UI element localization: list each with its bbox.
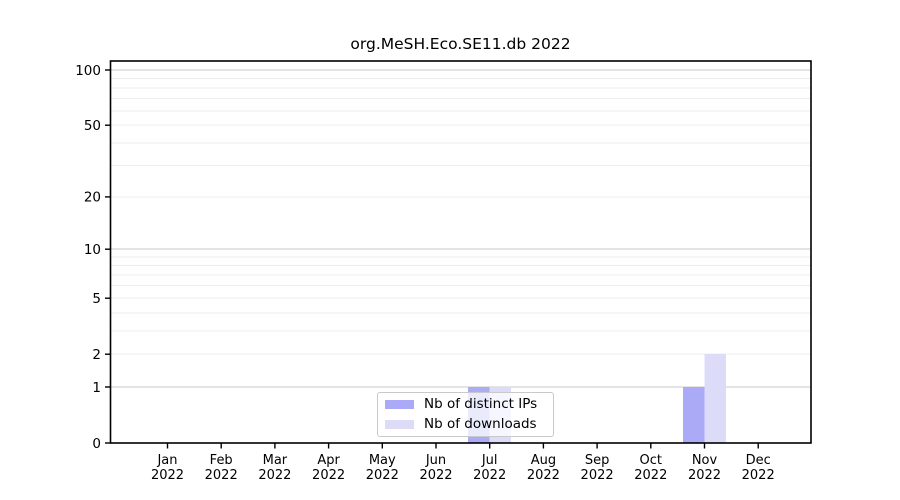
x-tick-label-year: 2022 — [527, 468, 560, 483]
x-tick-label-month: Mar — [263, 453, 288, 468]
x-tick-label-year: 2022 — [581, 468, 614, 483]
x-tick-label-month: Jul — [481, 453, 498, 468]
x-tick-label-month: Jun — [425, 453, 446, 468]
y-tick-label: 1 — [92, 380, 101, 396]
y-tick-label: 0 — [92, 436, 101, 452]
y-tick-label: 100 — [75, 63, 101, 79]
x-tick-label-month: Apr — [317, 453, 340, 468]
x-tick-label-month: Dec — [746, 453, 771, 468]
legend-item: Nb of downloads — [385, 417, 553, 433]
x-tick-label-year: 2022 — [634, 468, 667, 483]
legend-item: Nb of distinct IPs — [385, 397, 553, 413]
x-tick-label-month: Sep — [585, 453, 610, 468]
bar-nb-of-downloads-nov-2022 — [704, 354, 726, 443]
x-tick-label-month: Nov — [692, 453, 718, 468]
y-tick-label: 10 — [84, 242, 101, 258]
legend-label: Nb of distinct IPs — [424, 395, 538, 412]
x-tick-label-year: 2022 — [258, 468, 291, 483]
x-tick-label-year: 2022 — [205, 468, 238, 483]
chart-title: org.MeSH.Eco.SE11.db 2022 — [350, 35, 571, 53]
legend-swatch — [385, 399, 414, 410]
x-tick-label-year: 2022 — [419, 468, 452, 483]
x-tick-label-year: 2022 — [688, 468, 721, 483]
x-tick-label-month: Aug — [531, 453, 556, 468]
x-tick-label-year: 2022 — [151, 468, 184, 483]
x-tick-label-year: 2022 — [473, 468, 506, 483]
legend-label: Nb of downloads — [424, 415, 537, 432]
x-tick-label-year: 2022 — [366, 468, 399, 483]
bar-nb-of-distinct-ips-nov-2022 — [683, 387, 705, 443]
x-tick-label-month: Feb — [210, 453, 233, 468]
legend: Nb of distinct IPs Nb of downloads — [377, 392, 554, 437]
y-tick-label: 5 — [92, 291, 101, 307]
y-tick-label: 50 — [84, 118, 101, 134]
x-tick-label-month: May — [369, 453, 396, 468]
y-tick-label: 2 — [92, 347, 101, 363]
legend-swatch — [385, 419, 414, 430]
x-tick-label-month: Jan — [156, 453, 177, 468]
y-tick-label: 20 — [84, 190, 101, 206]
plot-border — [109, 60, 812, 444]
x-tick-label-year: 2022 — [742, 468, 775, 483]
x-tick-label-month: Oct — [640, 453, 662, 468]
x-tick-label-year: 2022 — [312, 468, 345, 483]
